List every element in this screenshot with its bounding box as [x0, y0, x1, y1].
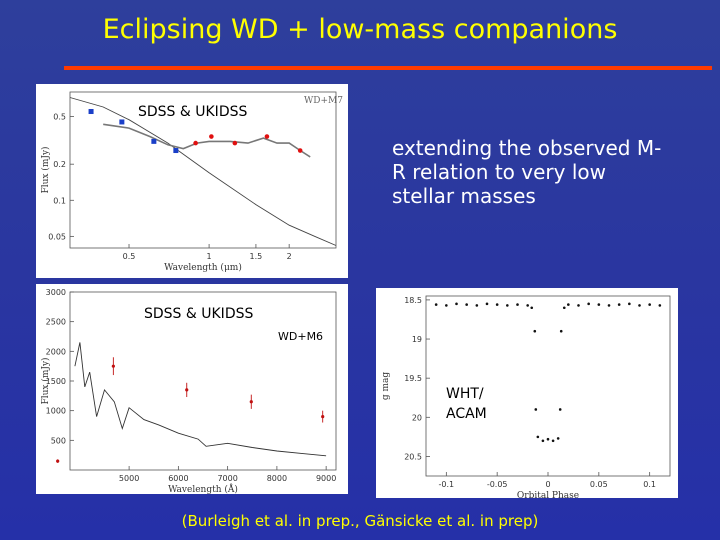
- sed-model-curve: [69, 97, 337, 246]
- sed-y-tick-label: 0.1: [53, 196, 66, 205]
- lightcurve-data-point: [558, 408, 562, 411]
- lightcurve-data-point: [559, 329, 563, 333]
- lightcurve-x-tick-label: 0: [545, 480, 550, 489]
- lightcurve-x-tick-label: -0.1: [439, 480, 455, 489]
- spectrum-y-axis-label: Flux (mJy): [40, 357, 51, 404]
- spectrum-x-tick-label: 9000: [316, 474, 336, 483]
- sed-x-tick-label: 0.5: [123, 252, 136, 261]
- lightcurve-data-point: [526, 304, 529, 307]
- lightcurve-data-point: [638, 304, 641, 307]
- lightcurve-data-point: [551, 439, 555, 443]
- lightcurve-y-tick-label: 19.5: [404, 374, 422, 383]
- sed-data-point: [173, 148, 179, 154]
- lightcurve-y-tick-label: 20: [412, 413, 422, 422]
- lightcurve-x-tick-label: -0.05: [487, 480, 508, 489]
- spectrum-y-tick-label: 2000: [46, 347, 66, 356]
- lightcurve-data-point: [577, 304, 580, 307]
- spectrum-y-tick-label: 500: [51, 436, 66, 445]
- lightcurve-data-point: [628, 302, 631, 306]
- lightcurve-y-tick-label: 19: [412, 335, 422, 344]
- lightcurve-data-point: [534, 408, 538, 411]
- lightcurve-data-point: [546, 437, 550, 441]
- spectrum-photometry-point: [111, 364, 115, 368]
- title-divider: [64, 66, 712, 70]
- sed-data-point: [297, 148, 303, 153]
- sed-x-tick-label: 2: [287, 252, 292, 261]
- lightcurve-data-point: [536, 435, 540, 439]
- lightcurve-x-axis-label: Orbital Phase: [517, 491, 579, 498]
- sed-data-point: [119, 119, 125, 125]
- spectrum-line: [74, 342, 327, 457]
- lightcurve-data-point: [465, 303, 468, 306]
- lightcurve-data-point: [658, 304, 662, 307]
- spectrum-x-tick-label: 5000: [119, 474, 139, 483]
- lightcurve-data-point: [648, 303, 651, 306]
- sed-chart: 0.5 1 1.5 2 0.05 0.1 0.2 0.5 Wavelength (μm) Flux…: [40, 91, 337, 273]
- spectrum-y-tick-label: 3000: [46, 288, 66, 297]
- lightcurve-y-tick-label: 20.5: [404, 452, 422, 461]
- citation: (Burleigh et al. in prep., Gänsicke et a…: [181, 512, 539, 530]
- spectrum-photometry-point: [185, 388, 189, 392]
- lightcurve-y-axis-label: g mag: [381, 372, 391, 401]
- sed-plot-frame: [69, 91, 337, 249]
- sed-y-tick-label: 0.05: [48, 232, 66, 241]
- sed-chart-panel: 0.5 1 1.5 2 0.05 0.1 0.2 0.5 Wavelength (μm) Flux…: [36, 84, 348, 278]
- lightcurve-data-point: [533, 329, 537, 333]
- lightcurve-data-point: [567, 303, 570, 306]
- lightcurve-data-point: [506, 304, 509, 307]
- spectrum-x-axis-label: Wavelength (Å): [168, 483, 238, 494]
- sed-data-point: [88, 109, 94, 115]
- sed-tag: WD+M7: [304, 96, 343, 106]
- spectrum-label: SDSS & UKIDSS: [140, 306, 258, 322]
- lightcurve-data-point: [562, 306, 566, 310]
- lightcurve-data-point: [587, 302, 590, 306]
- spectrum-y-tick-label: 2500: [46, 318, 66, 327]
- sed-data-point: [193, 140, 198, 146]
- sed-x-tick-label: 1: [207, 252, 212, 261]
- spectrum-tag: WD+M6: [278, 330, 324, 343]
- spectrum-y-tick-label: 1500: [46, 377, 66, 386]
- spectrum-photometry-point: [56, 459, 60, 463]
- lightcurve-data-point: [617, 303, 621, 306]
- sed-label: SDSS & UKIDSS: [134, 104, 252, 120]
- lightcurve-data-point: [475, 304, 479, 307]
- spectrum-photometry-point: [321, 415, 325, 419]
- spectrum-x-tick-label: 7000: [217, 474, 237, 483]
- spectrum-photometry-point: [249, 400, 253, 404]
- sed-data-point: [209, 134, 214, 139]
- lightcurve-chart: -0.1 -0.05 0 0.05 0.1 18.5 19 19.5 20 20.5 Orbital…: [381, 295, 671, 498]
- sed-y-axis-label: Flux (mJy): [40, 146, 51, 193]
- lightcurve-data-point: [541, 439, 545, 443]
- lightcurve-data-point: [445, 304, 448, 307]
- lightcurve-data-point: [516, 303, 519, 306]
- spectrum-x-tick-label: 8000: [267, 474, 287, 483]
- lightcurve-data-point: [495, 303, 499, 306]
- spectrum-x-tick-label: 6000: [168, 474, 188, 483]
- spectrum-y-tick-label: 1000: [46, 407, 66, 416]
- slide-note: extending the observed M-R relation to v…: [392, 136, 662, 208]
- sed-x-axis-label: Wavelength (μm): [164, 262, 242, 273]
- lightcurve-label: WHT/ ACAM: [446, 386, 487, 422]
- sed-composite-spectrum: [103, 123, 311, 158]
- lightcurve-data-point: [607, 304, 611, 307]
- lightcurve-data-point: [597, 303, 601, 306]
- lightcurve-data-point: [485, 302, 489, 306]
- spectrum-chart-panel: 5000 6000 7000 8000 9000 500 1000 1500 2000 2500 3…: [36, 284, 348, 494]
- sed-data-point: [264, 134, 270, 139]
- sed-y-tick-label: 0.5: [53, 112, 66, 121]
- lightcurve-y-tick-label: 18.5: [404, 296, 422, 305]
- sed-y-tick-label: 0.2: [53, 160, 66, 169]
- spectrum-chart: 5000 6000 7000 8000 9000 500 1000 1500 2000 2500 3…: [40, 288, 337, 494]
- lightcurve-data-point: [434, 303, 438, 306]
- sed-x-tick-label: 1.5: [250, 252, 263, 261]
- lightcurve-data-point: [455, 302, 458, 306]
- sed-data-point: [232, 140, 238, 146]
- lightcurve-data-point: [556, 437, 560, 440]
- sed-data-point: [151, 138, 157, 144]
- lightcurve-x-tick-label: 0.05: [590, 480, 608, 489]
- lightcurve-chart-panel: -0.1 -0.05 0 0.05 0.1 18.5 19 19.5 20 20.5 Orbital…: [376, 288, 678, 498]
- lightcurve-x-tick-label: 0.1: [643, 480, 656, 489]
- lightcurve-data-point: [530, 306, 534, 310]
- slide-title: Eclipsing WD + low-mass companions: [102, 14, 618, 45]
